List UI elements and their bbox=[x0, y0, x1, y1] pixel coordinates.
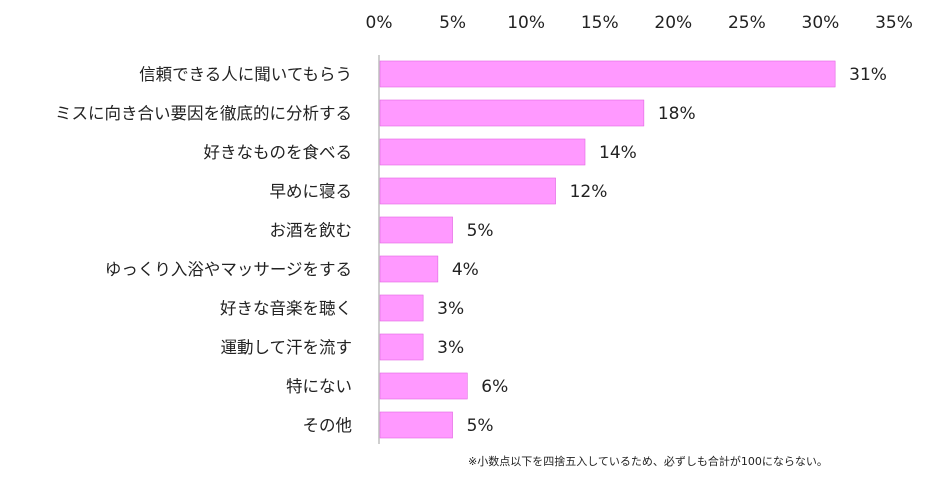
category-label: 好きなものを食べる bbox=[204, 143, 353, 162]
bar bbox=[379, 60, 836, 88]
bars bbox=[379, 60, 836, 439]
bar bbox=[379, 138, 586, 166]
bar bbox=[379, 333, 424, 361]
category-label: 信頼できる人に聞いてもらう bbox=[139, 65, 352, 84]
bar bbox=[379, 216, 453, 244]
category-label: ミスに向き合い要因を徹底的に分析する bbox=[55, 104, 352, 123]
x-tick-label: 0% bbox=[366, 13, 393, 33]
category-label: 特にない bbox=[286, 377, 352, 396]
category-label: その他 bbox=[303, 416, 353, 435]
category-label: 早めに寝る bbox=[270, 181, 353, 201]
data-labels: 31% 18% 14% 12% 5% 4% 3% 3% 6% 5% bbox=[437, 65, 887, 436]
data-label: 5% bbox=[467, 416, 494, 436]
x-tick-label: 35% bbox=[875, 13, 913, 33]
x-tick-label: 15% bbox=[581, 13, 619, 33]
x-tick-label: 25% bbox=[728, 13, 766, 33]
category-label: 好きな音楽を聴く bbox=[220, 299, 352, 318]
x-tick-label: 10% bbox=[507, 13, 545, 33]
data-label: 3% bbox=[437, 338, 464, 358]
x-tick-label: 30% bbox=[802, 13, 840, 33]
category-label: ゆっくり入浴やマッサージをする bbox=[105, 260, 352, 279]
bar bbox=[379, 411, 453, 439]
category-labels: 信頼できる人に聞いてもらうミスに向き合い要因を徹底的に分析する好きなものを食べる… bbox=[55, 65, 352, 435]
data-label: 12% bbox=[570, 182, 608, 202]
category-label: お酒を飲む bbox=[270, 221, 353, 240]
x-tick-label: 5% bbox=[439, 13, 466, 33]
x-axis-ticks: 0% 5% 10% 15% 20% 25% 30% 35% bbox=[366, 13, 913, 33]
data-label: 5% bbox=[467, 221, 494, 241]
bar bbox=[379, 255, 439, 283]
data-label: 18% bbox=[658, 104, 696, 124]
category-label: 運動して汗を流す bbox=[220, 338, 352, 357]
footnote: ※小数点以下を四捨五入しているため、必ずしも合計が100にならない。 bbox=[468, 455, 828, 468]
data-label: 6% bbox=[481, 377, 508, 397]
data-label: 31% bbox=[849, 65, 887, 85]
bar bbox=[379, 177, 556, 205]
x-tick-label: 20% bbox=[654, 13, 692, 33]
bar bbox=[379, 372, 468, 400]
bar bbox=[379, 99, 645, 127]
data-label: 14% bbox=[599, 143, 637, 163]
data-label: 4% bbox=[452, 260, 479, 280]
bar bbox=[379, 294, 424, 322]
data-label: 3% bbox=[437, 299, 464, 319]
